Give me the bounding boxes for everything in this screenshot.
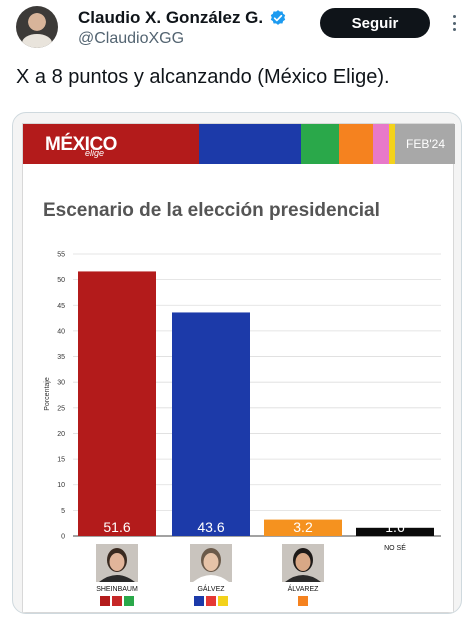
bar-no sé: [356, 527, 434, 536]
candidate-photo-sheinbaum: [96, 544, 138, 582]
y-tick-label: 35: [57, 354, 65, 361]
category-label: ÁLVAREZ: [288, 584, 320, 593]
logo-subtitle: elige: [85, 148, 105, 158]
banner: [23, 124, 455, 164]
candidate-photo-gálvez: [190, 544, 232, 582]
follow-button[interactable]: Seguir: [320, 8, 430, 38]
party-logos: [100, 596, 308, 606]
y-tick-label: 20: [57, 431, 65, 438]
y-tick-label: 0: [61, 534, 65, 541]
display-name[interactable]: Claudio X. González G.: [78, 8, 264, 27]
poll-graphic: MÉXICO elige FEB'24 Escenario de la elec…: [22, 123, 455, 613]
verified-badge-icon: [270, 10, 286, 25]
y-tick-label: 55: [57, 252, 65, 259]
bar-chart: 0 5 10 15 20 25 30 35 40 45 50 55 Porcentaje 51.6 43…: [44, 252, 441, 606]
chart-title: Escenario de la elección presidencial: [43, 200, 380, 221]
y-tick-label: 30: [57, 380, 65, 387]
y-tick-label: 25: [57, 405, 65, 412]
candidate-photos: [96, 544, 324, 582]
bar-álvarez: [264, 519, 342, 536]
more-options-icon[interactable]: [446, 12, 462, 34]
y-tick-label: 15: [57, 457, 65, 464]
y-tick-label: 40: [57, 328, 65, 335]
party-logos-gálvez: [194, 596, 228, 606]
party-logos-sheinbaum: [100, 596, 134, 606]
user-handle[interactable]: @ClaudioXGG: [78, 30, 185, 47]
date-label: FEB'24: [406, 137, 445, 151]
bar-value-label: 1.6: [385, 519, 405, 535]
bar-value-label: 3.2: [293, 519, 313, 535]
avatar[interactable]: [16, 6, 58, 48]
y-tick-label: 5: [61, 508, 65, 515]
y-axis-label: Porcentaje: [44, 377, 51, 411]
y-tick-label: 45: [57, 303, 65, 310]
tweet-media-image[interactable]: MÉXICO elige FEB'24 Escenario de la elec…: [12, 112, 462, 614]
bar-gálvez: [172, 312, 250, 536]
bars: [78, 271, 434, 536]
tweet-text: X a 8 puntos y alcanzando (México Elige)…: [16, 66, 390, 88]
y-tick-label: 50: [57, 277, 65, 284]
bar-value-label: 51.6: [103, 519, 130, 535]
category-label: GÁLVEZ: [197, 584, 225, 593]
bar-sheinbaum: [78, 271, 156, 536]
author-name-row: Claudio X. González G.: [78, 8, 287, 28]
tweet-header: Claudio X. González G. @ClaudioXGG Segui…: [0, 0, 474, 60]
y-tick-label: 10: [57, 482, 65, 489]
category-label: NO SÉ: [384, 543, 406, 552]
bar-data-labels: 51.6 43.6 3.2 1.6: [103, 519, 405, 535]
party-logos-álvarez: [298, 596, 308, 606]
candidate-photo-álvarez: [282, 544, 324, 582]
bar-value-label: 43.6: [197, 519, 224, 535]
category-labels: SHEINBAUM GÁLVEZ ÁLVAREZ NO SÉ: [96, 543, 406, 593]
mexico-elige-logo: MÉXICO: [45, 134, 117, 155]
y-axis-ticks: 0 5 10 15 20 25 30 35 40 45 50 55: [57, 252, 65, 541]
category-label: SHEINBAUM: [96, 586, 138, 593]
